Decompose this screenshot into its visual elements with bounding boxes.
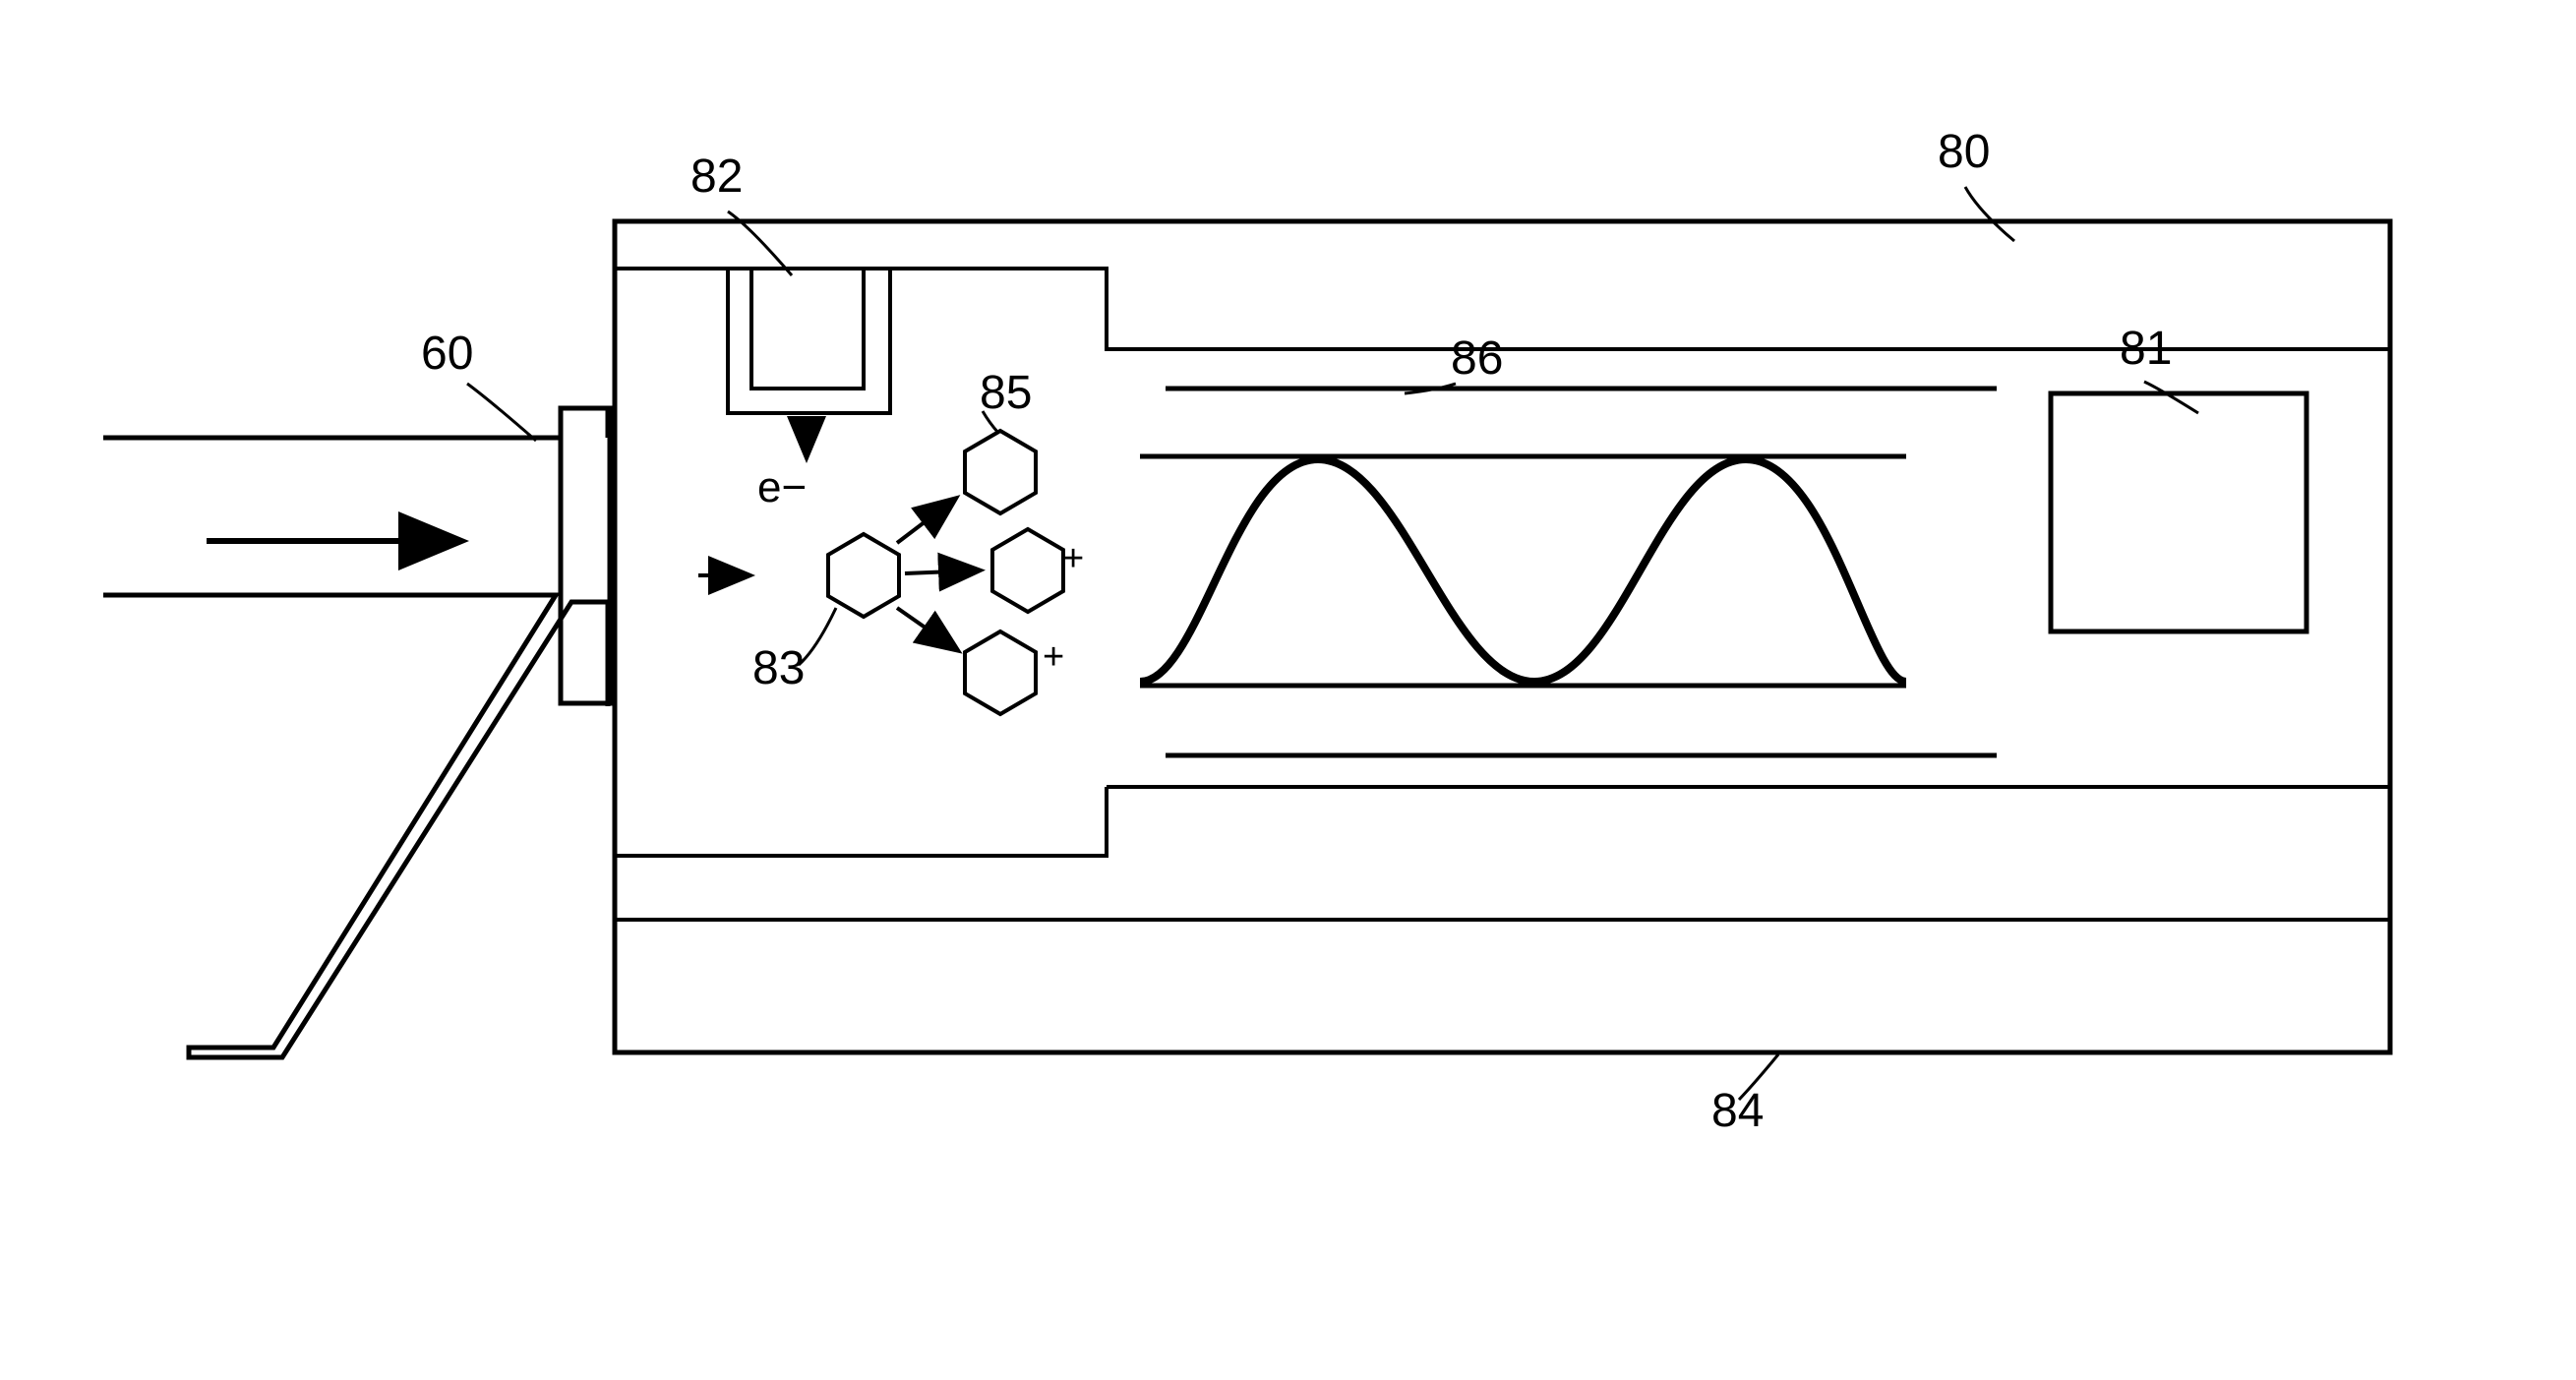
hexagon-ion-middle <box>992 529 1063 612</box>
label-82: 82 <box>690 150 743 203</box>
label-84: 84 <box>1711 1085 1764 1137</box>
ion-path-sine-wave <box>1140 459 1906 682</box>
electron-label: e− <box>757 463 807 511</box>
mass-analyzer-rods <box>1140 389 1997 755</box>
plus-label-2: + <box>1043 636 1064 678</box>
hexagon-fragment-85 <box>965 431 1036 513</box>
inlet-tube <box>103 408 610 1057</box>
label-80: 80 <box>1938 126 1990 178</box>
label-85: 85 <box>980 367 1032 419</box>
fragmentation-arrows <box>897 500 978 649</box>
hexagon-parent-molecule <box>828 534 899 617</box>
electron-source <box>728 269 890 413</box>
hexagon-ion-bottom <box>965 631 1036 714</box>
plus-label-1: + <box>1062 538 1084 579</box>
schematic-diagram: e− + + <box>0 0 2576 1380</box>
label-86: 86 <box>1451 332 1503 385</box>
detector-box <box>2051 393 2306 631</box>
label-81: 81 <box>2120 323 2172 375</box>
label-60: 60 <box>421 328 473 380</box>
label-83: 83 <box>752 642 805 694</box>
